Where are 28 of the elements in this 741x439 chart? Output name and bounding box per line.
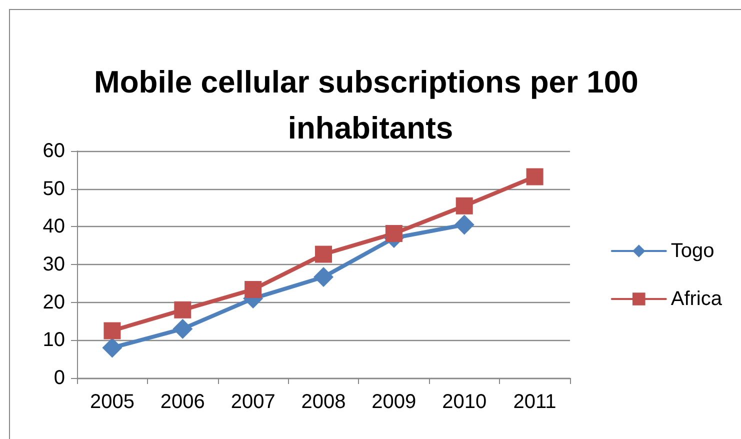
y-tick-label: 20: [42, 291, 65, 314]
legend-label: Africa: [670, 288, 723, 310]
x-tick-label: 2009: [372, 391, 416, 413]
x-tick-label: 2007: [230, 391, 276, 413]
x-tick-label: 2005: [90, 391, 134, 413]
point: [454, 214, 474, 235]
x-tick-label: 2006: [160, 391, 205, 413]
y-tick-label: 50: [42, 178, 65, 200]
y-tick-label: 30: [42, 254, 65, 276]
point: [526, 168, 544, 186]
point: [385, 224, 402, 242]
x-tick-label: 2010: [442, 391, 487, 413]
legend-label: Togo: [670, 240, 714, 262]
point: [314, 266, 334, 287]
point: [244, 280, 262, 298]
point: [315, 246, 332, 263]
x-tick-label: 2008: [301, 391, 346, 413]
y-tick-label: 0: [54, 367, 65, 389]
point: [456, 197, 473, 214]
y-tick-label: 10: [42, 329, 65, 352]
y-tick-label: 40: [42, 216, 65, 238]
point: [102, 338, 122, 358]
point: [174, 301, 192, 318]
x-tick-label: 2011: [513, 391, 556, 413]
point: [172, 318, 193, 339]
chart-title: Mobile cellular subscriptions per 100 inhabitants: [94, 64, 648, 146]
point: [104, 322, 121, 340]
y-tick-label: 60: [42, 140, 65, 162]
